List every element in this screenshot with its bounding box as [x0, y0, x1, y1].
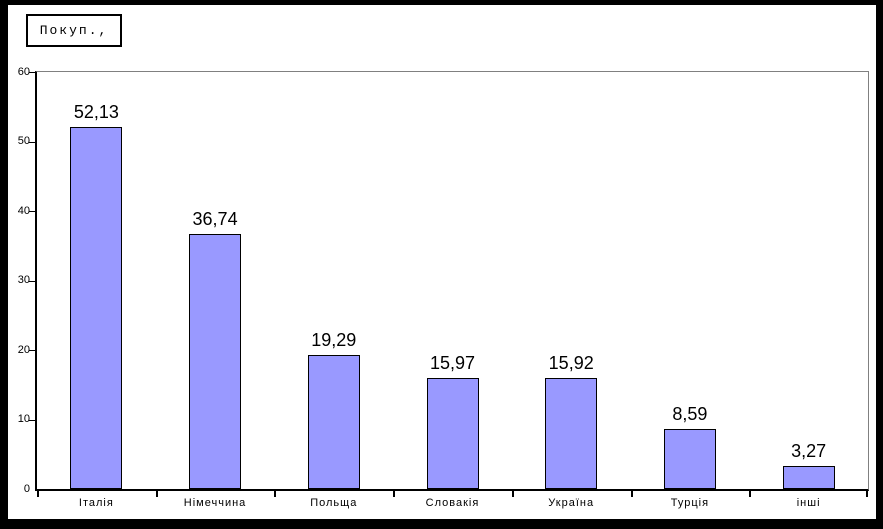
bar	[307, 355, 360, 489]
bar	[70, 127, 123, 489]
x-tick-mark	[866, 491, 868, 497]
legend-label: Покуп.,	[39, 23, 109, 38]
bar-value-label: 15,97	[429, 353, 476, 373]
bar-value-label: 52,13	[73, 102, 119, 122]
bar-value-label: 8,59	[672, 404, 708, 424]
category-label: Україна	[548, 497, 595, 509]
x-tick-mark	[37, 491, 39, 497]
y-tick-mark	[29, 420, 35, 421]
y-tick-label: 50	[17, 135, 30, 147]
y-tick-label: 40	[17, 205, 30, 217]
legend-box: Покуп.,	[26, 14, 122, 47]
y-tick-label: 10	[17, 413, 30, 425]
x-tick-mark	[393, 491, 395, 497]
category-label: Німеччина	[183, 497, 247, 509]
category-label: Італія	[78, 497, 114, 509]
bar	[545, 378, 598, 489]
y-tick-label: 0	[23, 483, 30, 495]
bar-value-label: 19,29	[311, 330, 357, 350]
y-tick-label: 30	[17, 274, 30, 286]
x-tick-mark	[749, 491, 751, 497]
y-tick-label: 60	[17, 66, 30, 78]
y-tick-mark	[29, 72, 35, 73]
y-tick-mark	[29, 211, 35, 212]
y-axis-labels: 0 10 20 30 40 50 60	[8, 5, 30, 519]
x-tick-mark	[512, 491, 514, 497]
y-tick-mark	[29, 281, 35, 282]
category-label: Турція	[670, 497, 710, 509]
bar	[189, 234, 242, 489]
y-tick-mark	[29, 142, 35, 143]
bar	[663, 429, 716, 489]
y-tick-label: 20	[17, 344, 30, 356]
bar-value-label: 15,92	[548, 353, 594, 373]
x-tick-mark	[631, 491, 633, 497]
plot-area: 52,13 36,74 19,29 15,97 15,92 8,59 3,27	[29, 71, 869, 497]
bar	[426, 378, 479, 489]
x-tick-mark	[274, 491, 276, 497]
x-axis-labels: Італія Німеччина Польща Словакія Україна Турц…	[37, 496, 868, 512]
category-label: інші	[796, 497, 821, 509]
x-tick-mark	[156, 491, 158, 497]
y-tick-mark	[29, 350, 35, 351]
category-label: Польща	[310, 497, 358, 509]
category-label: Словакія	[425, 497, 480, 509]
bar-value-label: 36,74	[192, 209, 238, 229]
bar-value-label: 3,27	[791, 441, 827, 461]
bar	[782, 466, 835, 489]
